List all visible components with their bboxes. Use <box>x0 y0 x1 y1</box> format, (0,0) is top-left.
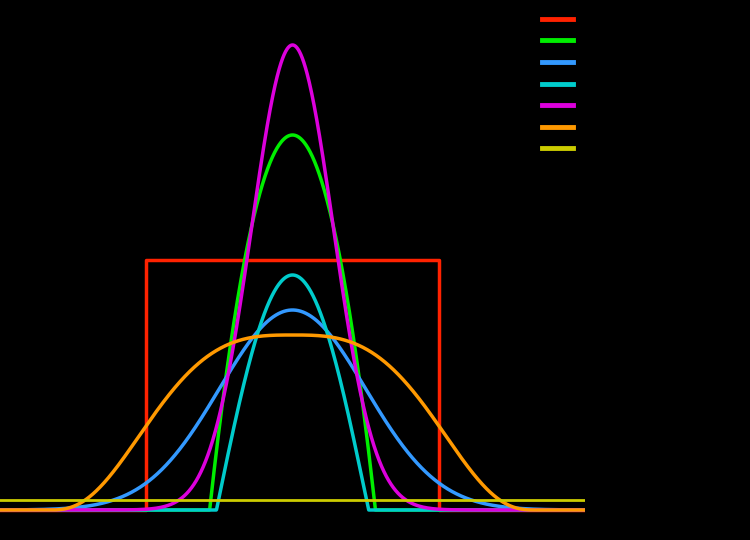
Legend: , , , , , , : , , , , , , <box>536 7 578 162</box>
